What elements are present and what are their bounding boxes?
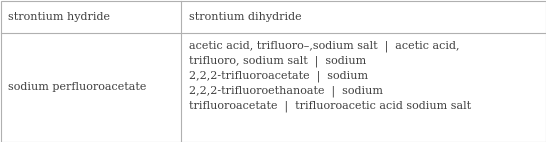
Text: acetic acid, trifluoro–,sodium salt  |  acetic acid,
trifluoro, sodium salt  |  : acetic acid, trifluoro–,sodium salt | ac… [189,40,471,112]
Text: strontium dihydride: strontium dihydride [189,12,301,21]
Text: strontium hydride: strontium hydride [8,12,110,21]
Text: sodium perfluoroacetate: sodium perfluoroacetate [8,83,146,92]
